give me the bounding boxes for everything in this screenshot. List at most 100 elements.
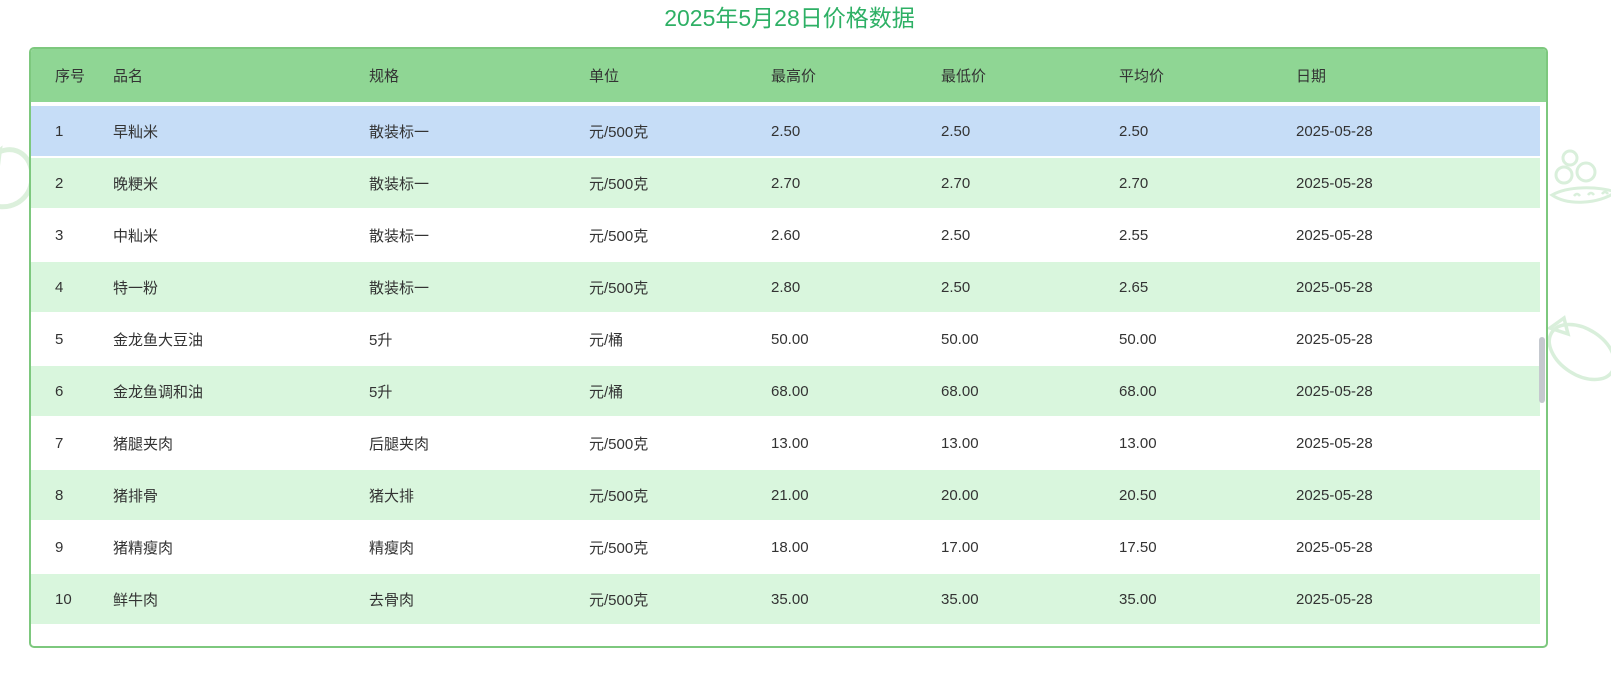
table-row[interactable]: 4 特一粉 散装标一 元/500克 2.80 2.50 2.65 2025-05-28 [31, 262, 1540, 312]
table-cell: 特一粉 [113, 279, 159, 297]
table-cell: 68.00 [1119, 382, 1157, 400]
table-cell: 早籼米 [113, 123, 159, 141]
table-cell: 2025-05-28 [1296, 486, 1373, 504]
table-cell: 2025-05-28 [1296, 174, 1373, 192]
table-cell: 13.00 [771, 434, 809, 452]
table-cell: 50.00 [1119, 330, 1157, 348]
table-body: 1 早籼米 散装标一 元/500克 2.50 2.50 2.50 2025-05-28 2 晚粳米… [31, 106, 1546, 624]
table-cell: 2025-05-28 [1296, 382, 1373, 400]
table-cell: 2.50 [941, 278, 971, 296]
table-cell: 1 [55, 122, 64, 140]
table-cell: 2 [55, 174, 64, 192]
table-cell: 散装标一 [369, 123, 430, 141]
table-cell: 7 [55, 434, 64, 452]
table-cell: 元/500克 [589, 487, 649, 505]
table-cell: 2.60 [771, 226, 801, 244]
table-cell: 20.00 [941, 486, 979, 504]
table-cell: 元/桶 [589, 331, 624, 349]
table-cell: 20.50 [1119, 486, 1157, 504]
pea-pod-icon [1549, 149, 1611, 204]
table-cell: 中籼米 [113, 227, 159, 245]
table-cell: 6 [55, 382, 64, 400]
table-cell: 18.00 [771, 538, 809, 556]
table-cell: 17.00 [941, 538, 979, 556]
table-row[interactable]: 9 猪精瘦肉 精瘦肉 元/500克 18.00 17.00 17.50 2025-05-28 [31, 522, 1540, 572]
header-cell: 单位 [589, 68, 620, 85]
table-cell: 50.00 [771, 330, 809, 348]
table-cell: 散装标一 [369, 279, 430, 297]
table-header-row: 序号 品名 规格 单位 最高价 最低价 平均价 日期 [31, 49, 1546, 102]
table-cell: 21.00 [771, 486, 809, 504]
table-cell: 散装标一 [369, 227, 430, 245]
table-cell: 5升 [369, 331, 393, 349]
table-cell: 2025-05-28 [1296, 590, 1373, 608]
table-cell: 金龙鱼调和油 [113, 383, 204, 401]
table-cell: 17.50 [1119, 538, 1157, 556]
table-row[interactable]: 5 金龙鱼大豆油 5升 元/桶 50.00 50.00 50.00 2025-05-28 [31, 314, 1540, 364]
table-cell: 2.50 [941, 226, 971, 244]
table-row[interactable]: 3 中籼米 散装标一 元/500克 2.60 2.50 2.55 2025-05-28 [31, 210, 1540, 260]
table-row[interactable]: 7 猪腿夹肉 后腿夹肉 元/500克 13.00 13.00 13.00 2025-05-28 [31, 418, 1540, 468]
table-cell: 50.00 [941, 330, 979, 348]
header-cell: 最低价 [941, 68, 987, 85]
table-row[interactable]: 1 早籼米 散装标一 元/500克 2.50 2.50 2.50 2025-05-28 [31, 106, 1540, 156]
table-cell: 35.00 [771, 590, 809, 608]
table-cell: 晚粳米 [113, 175, 159, 193]
table-cell: 猪大排 [369, 487, 415, 505]
table-row[interactable]: 6 金龙鱼调和油 5升 元/桶 68.00 68.00 68.00 2025-05-28 [31, 366, 1540, 416]
vertical-scrollbar-thumb[interactable] [1539, 337, 1545, 403]
table-cell: 2.50 [941, 122, 971, 140]
table-row[interactable]: 8 猪排骨 猪大排 元/500克 21.00 20.00 20.50 2025-05-28 [31, 470, 1540, 520]
table-cell: 2025-05-28 [1296, 226, 1373, 244]
header-cell: 品名 [113, 68, 144, 85]
table-cell: 金龙鱼大豆油 [113, 331, 204, 349]
table-cell: 精瘦肉 [369, 539, 415, 557]
table-cell: 2025-05-28 [1296, 278, 1373, 296]
table-cell: 元/500克 [589, 175, 649, 193]
table-cell: 元/桶 [589, 383, 624, 401]
table-cell: 散装标一 [369, 175, 430, 193]
price-table: 序号 品名 规格 单位 最高价 最低价 平均价 日期 1 早籼米 散装标一 元/500克 2.50 2.… [29, 47, 1548, 648]
table-cell: 元/500克 [589, 279, 649, 297]
table-cell: 元/500克 [589, 539, 649, 557]
page-title: 2025年5月28日价格数据 [664, 5, 915, 31]
table-cell: 3 [55, 226, 64, 244]
table-cell: 2025-05-28 [1296, 538, 1373, 556]
table-cell: 5 [55, 330, 64, 348]
table-cell: 元/500克 [589, 227, 649, 245]
table-cell: 猪腿夹肉 [113, 435, 174, 453]
header-cell: 序号 [55, 68, 86, 85]
table-cell: 2025-05-28 [1296, 434, 1373, 452]
table-cell: 2.50 [1119, 122, 1149, 140]
table-cell: 猪精瘦肉 [113, 539, 174, 557]
table-cell: 元/500克 [589, 591, 649, 609]
table-cell: 10 [55, 590, 72, 608]
table-cell: 2.65 [1119, 278, 1149, 296]
table-cell: 2.50 [771, 122, 801, 140]
header-cell: 最高价 [771, 68, 817, 85]
header-cell: 日期 [1296, 68, 1327, 85]
table-cell: 元/500克 [589, 123, 649, 141]
table-cell: 68.00 [941, 382, 979, 400]
eggplant-icon [1546, 315, 1611, 382]
table-cell: 元/500克 [589, 435, 649, 453]
table-cell: 8 [55, 486, 64, 504]
header-cell: 平均价 [1119, 68, 1165, 85]
table-cell: 鲜牛肉 [113, 591, 159, 609]
table-cell: 13.00 [1119, 434, 1157, 452]
table-cell: 35.00 [1119, 590, 1157, 608]
table-cell: 2.70 [1119, 174, 1149, 192]
table-cell: 去骨肉 [369, 591, 415, 609]
table-cell: 68.00 [771, 382, 809, 400]
table-cell: 13.00 [941, 434, 979, 452]
table-cell: 2.70 [771, 174, 801, 192]
table-row[interactable]: 10 鲜牛肉 去骨肉 元/500克 35.00 35.00 35.00 2025-05-28 [31, 574, 1540, 624]
table-cell: 35.00 [941, 590, 979, 608]
table-cell: 2.70 [941, 174, 971, 192]
table-cell: 2.55 [1119, 226, 1149, 244]
header-cell: 规格 [369, 68, 400, 85]
table-row[interactable]: 2 晚粳米 散装标一 元/500克 2.70 2.70 2.70 2025-05-28 [31, 158, 1540, 208]
table-cell: 后腿夹肉 [369, 435, 430, 453]
table-cell: 5升 [369, 383, 393, 401]
table-cell: 4 [55, 278, 64, 296]
